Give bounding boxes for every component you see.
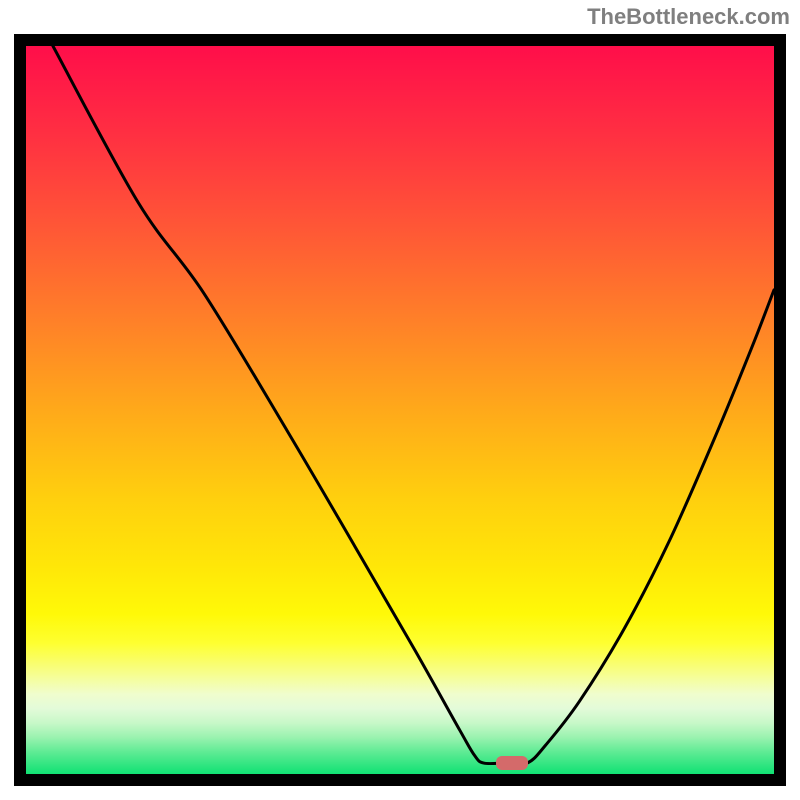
watermark-text: TheBottleneck.com [587,4,790,30]
optimal-point-marker [496,756,528,770]
chart-gradient-background [26,46,774,774]
